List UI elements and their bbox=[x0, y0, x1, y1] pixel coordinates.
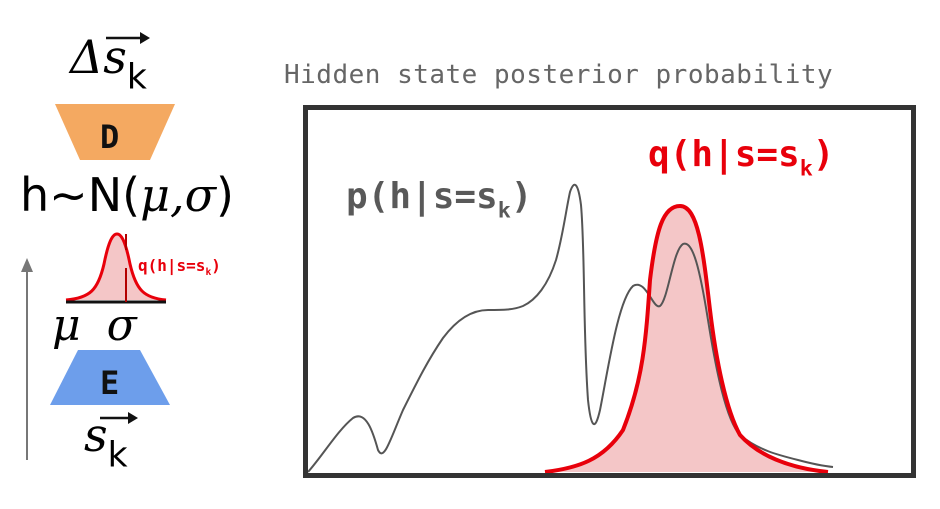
q-curve-label: q(h|s=sk) bbox=[648, 134, 835, 182]
latent-distribution: h~N(μ,σ) bbox=[20, 168, 234, 222]
encoder-label: E bbox=[100, 364, 120, 402]
p-curve-label: p(h|s=sk) bbox=[346, 176, 533, 224]
input-s: sk bbox=[84, 408, 128, 476]
encoder-block bbox=[50, 350, 170, 405]
output-delta-s: Δsk bbox=[70, 30, 147, 98]
mini-q-label: q(h|s=sk) bbox=[138, 256, 221, 278]
p-posterior-curve bbox=[308, 183, 834, 473]
q-posterior-curve bbox=[544, 203, 829, 473]
plot-title: Hidden state posterior probability bbox=[284, 60, 834, 90]
mu-sigma-labels: μ σ bbox=[52, 300, 143, 351]
vae-diagram-shapes bbox=[21, 32, 175, 460]
decoder-label: D bbox=[100, 118, 120, 156]
latent-gaussian-curve bbox=[65, 232, 167, 302]
latent-gaussian-fill bbox=[66, 234, 166, 300]
delta-s-vector-arrowhead bbox=[140, 32, 150, 44]
s-vector-arrowhead bbox=[128, 412, 138, 424]
decoder-block bbox=[55, 104, 175, 160]
upward-arrow-head bbox=[21, 258, 33, 272]
plot-frame: p(h|s=sk) q(h|s=sk) bbox=[303, 105, 916, 478]
posterior-plot bbox=[308, 183, 834, 473]
q-posterior-fill bbox=[545, 206, 828, 472]
